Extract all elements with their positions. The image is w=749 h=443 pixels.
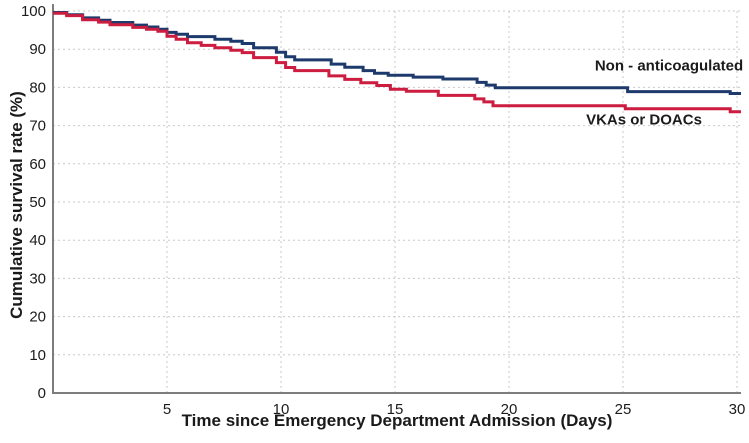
x-tick-label: 25: [615, 401, 632, 418]
x-axis-title: Time since Emergency Department Admissio…: [181, 411, 613, 430]
x-tick-label: 15: [387, 401, 404, 418]
x-tick-label: 30: [729, 401, 746, 418]
y-tick-label: 100: [21, 3, 46, 20]
y-tick-label: 60: [29, 156, 46, 173]
x-tick-label: 10: [273, 401, 290, 418]
y-tick-label: 70: [29, 118, 46, 135]
y-tick-label: 20: [29, 309, 46, 326]
y-axis-title: Cumulative survival rate (%): [7, 91, 26, 319]
x-tick-label: 20: [501, 401, 518, 418]
survival-curve-non-anticoagulated: [53, 11, 741, 95]
y-tick-label: 90: [29, 41, 46, 58]
survival-curve-vkas-doacs: [53, 11, 741, 114]
x-tick-label: 5: [163, 401, 171, 418]
y-tick-label: 40: [29, 232, 46, 249]
y-tick-label: 80: [29, 79, 46, 96]
series-label-vkas-doacs: VKAs or DOACs: [586, 111, 702, 129]
y-tick-label: 10: [29, 347, 46, 364]
y-tick-label: 30: [29, 270, 46, 287]
series-label-non-anticoagulated: Non - anticoagulated: [594, 57, 744, 75]
y-tick-label: 0: [38, 385, 46, 402]
y-tick-label: 50: [29, 194, 46, 211]
